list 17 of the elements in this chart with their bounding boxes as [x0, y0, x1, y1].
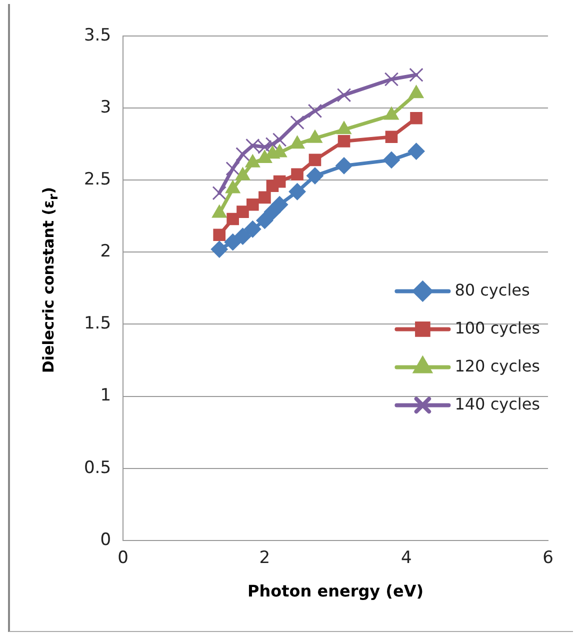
x-axis-title: Photon energy (eV): [248, 582, 424, 601]
legend-label: 120 cycles: [454, 356, 540, 376]
x-tick-label: 4: [400, 548, 412, 568]
y-tick-label: 1: [100, 386, 112, 406]
y-tick-label: 1.5: [84, 314, 112, 334]
y-tick-label: 0.5: [84, 458, 112, 478]
y-tick-label: 2.5: [84, 170, 112, 190]
y-tick-label: 3.5: [84, 25, 112, 46]
legend-label: 100 cycles: [454, 318, 540, 338]
y-tick-label: 3: [100, 97, 112, 118]
y-tick-label: 0: [100, 530, 112, 550]
x-tick-label: 6: [542, 548, 554, 568]
legend-label: 80 cycles: [454, 280, 530, 300]
y-tick-label: 2: [100, 242, 112, 262]
x-tick-label: 2: [259, 548, 270, 568]
legend-label: 140 cycles: [454, 394, 540, 414]
x-tick-label: 0: [118, 548, 128, 568]
